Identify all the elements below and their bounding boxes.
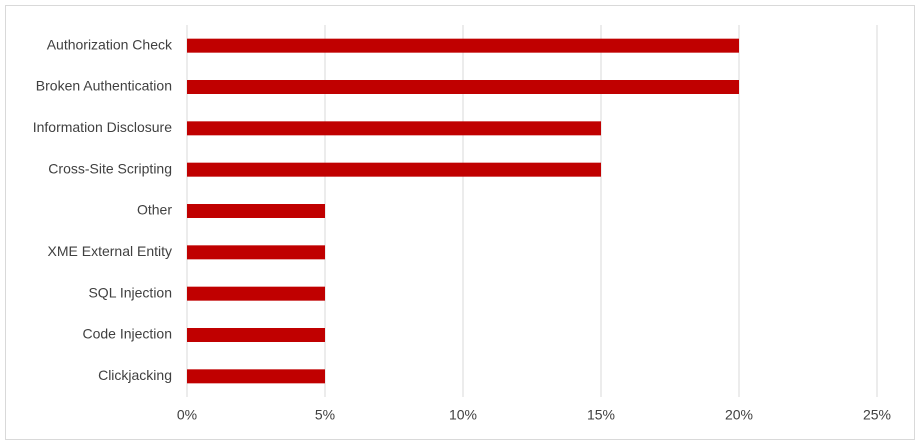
bar [187, 204, 325, 218]
bar [187, 121, 601, 136]
y-tick-label: XME External Entity [48, 243, 173, 259]
x-tick-label: 5% [315, 407, 335, 423]
bar [187, 369, 325, 384]
chart-border [5, 5, 915, 440]
y-tick-label: Broken Authentication [36, 78, 172, 94]
x-tick-label: 20% [725, 407, 753, 423]
y-tick-label: Clickjacking [98, 367, 172, 383]
y-tick-label: Information Disclosure [33, 119, 172, 135]
y-tick-label: SQL Injection [88, 284, 172, 300]
x-tick-label: 15% [587, 407, 615, 423]
bar [187, 286, 325, 301]
y-tick-label: Code Injection [82, 326, 172, 342]
x-tick-label: 10% [449, 407, 477, 423]
bar [187, 38, 739, 53]
y-tick-label: Other [137, 202, 172, 218]
y-tick-label: Authorization Check [47, 36, 173, 52]
bar [187, 245, 325, 260]
bar [187, 80, 739, 94]
x-tick-label: 25% [863, 407, 891, 423]
bar [187, 328, 325, 342]
y-tick-label: Cross-Site Scripting [48, 160, 172, 176]
bar [187, 162, 601, 177]
x-tick-label: 0% [177, 407, 197, 423]
